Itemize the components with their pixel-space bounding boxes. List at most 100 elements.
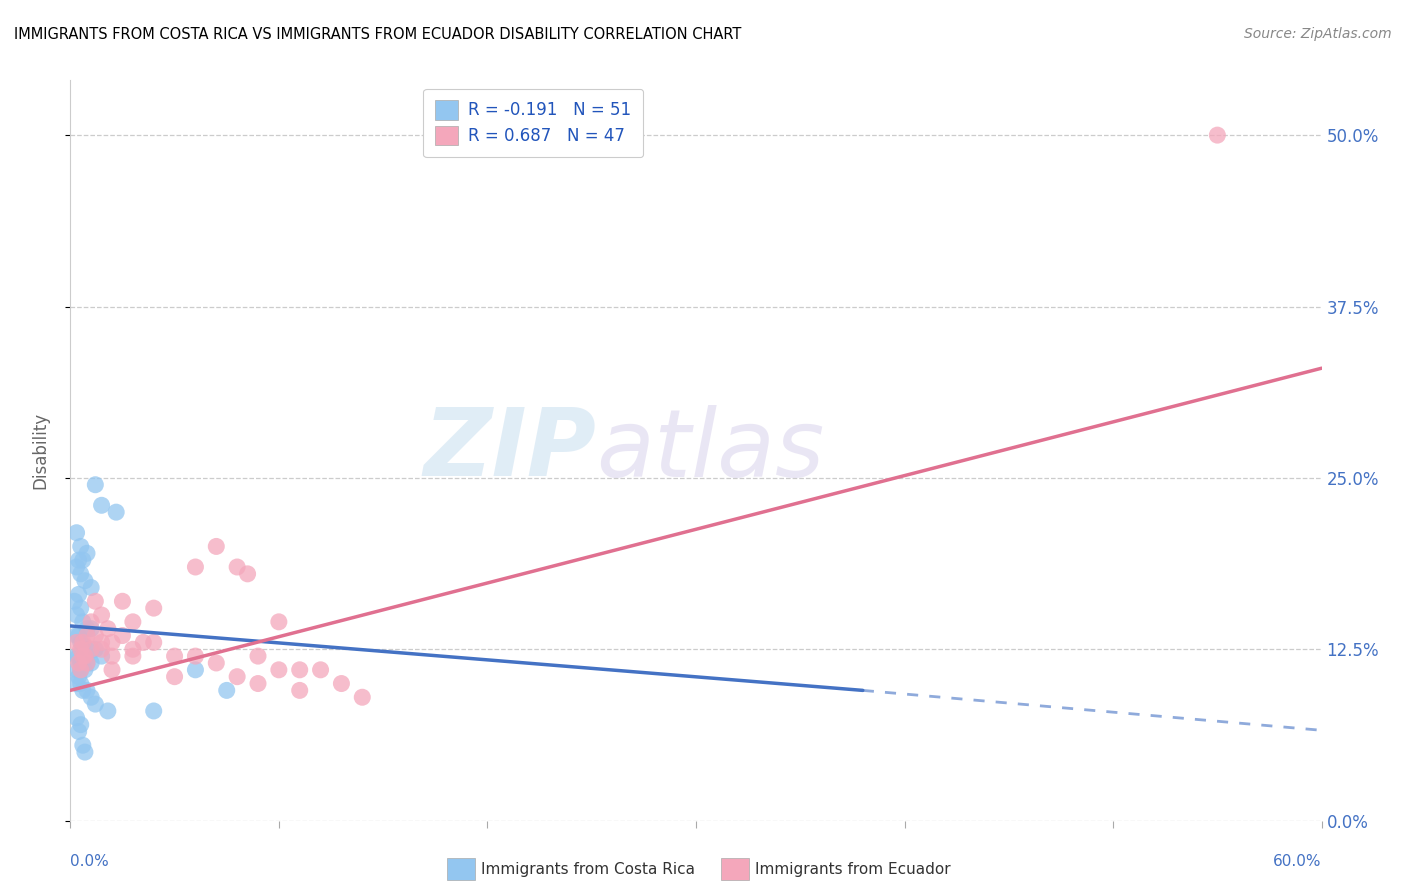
Point [73, 663, 96, 677]
Point [65, 676, 87, 690]
Point [215, 683, 238, 698]
Point [72, 656, 94, 670]
Point [122, 642, 145, 657]
Point [184, 649, 207, 664]
Point [69, 717, 91, 731]
Point [80, 656, 103, 670]
Point [309, 663, 332, 677]
Point [69, 663, 91, 677]
Point [67, 629, 90, 643]
Point [163, 649, 186, 664]
Point [84, 594, 107, 608]
Point [80, 622, 103, 636]
Point [69, 642, 91, 657]
Text: ZIP: ZIP [423, 404, 596, 497]
Point [73, 574, 96, 588]
Point [67, 553, 90, 567]
Point [205, 540, 228, 554]
Point [236, 566, 259, 581]
Point [267, 663, 290, 677]
Point [72, 615, 94, 629]
Text: 0.0%: 0.0% [70, 854, 110, 869]
Point [142, 601, 165, 615]
Text: Source: ZipAtlas.com: Source: ZipAtlas.com [1244, 27, 1392, 41]
Point [90, 607, 112, 622]
Point [80, 615, 103, 629]
Text: Immigrants from Ecuador: Immigrants from Ecuador [755, 863, 950, 877]
Point [132, 635, 155, 649]
Point [142, 704, 165, 718]
Point [76, 656, 98, 670]
Point [76, 642, 98, 657]
Point [122, 649, 145, 664]
Point [65, 607, 87, 622]
Point [84, 642, 107, 657]
Point [247, 649, 270, 664]
Point [1206, 128, 1229, 142]
Point [288, 683, 311, 698]
Point [101, 663, 124, 677]
Point [72, 649, 94, 664]
Text: IMMIGRANTS FROM COSTA RICA VS IMMIGRANTS FROM ECUADOR DISABILITY CORRELATION CHA: IMMIGRANTS FROM COSTA RICA VS IMMIGRANTS… [14, 27, 741, 42]
Point [101, 635, 124, 649]
Point [90, 642, 112, 657]
Y-axis label: Disability: Disability [31, 412, 49, 489]
Point [72, 638, 94, 652]
Legend: R = -0.191   N = 51, R = 0.687   N = 47: R = -0.191 N = 51, R = 0.687 N = 47 [423, 88, 643, 157]
Point [67, 587, 90, 601]
Text: 60.0%: 60.0% [1274, 854, 1322, 869]
Point [76, 656, 98, 670]
Point [65, 629, 87, 643]
Point [65, 649, 87, 664]
Point [67, 656, 90, 670]
Point [73, 649, 96, 664]
Point [69, 656, 91, 670]
Point [97, 704, 120, 718]
Point [90, 635, 112, 649]
Point [72, 635, 94, 649]
Point [65, 560, 87, 574]
Point [352, 690, 374, 705]
Point [226, 560, 249, 574]
Point [63, 594, 86, 608]
Point [69, 566, 91, 581]
Point [69, 635, 91, 649]
Point [111, 629, 134, 643]
Point [73, 745, 96, 759]
Point [84, 477, 107, 491]
Point [288, 663, 311, 677]
Point [226, 670, 249, 684]
Point [80, 581, 103, 595]
Point [142, 635, 165, 649]
Text: Immigrants from Costa Rica: Immigrants from Costa Rica [481, 863, 695, 877]
Point [67, 649, 90, 664]
Point [84, 629, 107, 643]
Point [72, 683, 94, 698]
Point [69, 663, 91, 677]
Text: atlas: atlas [596, 405, 824, 496]
Point [76, 546, 98, 560]
Point [84, 697, 107, 711]
Point [122, 615, 145, 629]
Point [72, 553, 94, 567]
Point [67, 670, 90, 684]
Point [80, 642, 103, 657]
Point [65, 711, 87, 725]
Point [65, 663, 87, 677]
Point [76, 622, 98, 636]
Point [105, 505, 128, 519]
Point [101, 649, 124, 664]
Point [72, 738, 94, 752]
Point [90, 649, 112, 664]
Point [69, 676, 91, 690]
Point [65, 635, 87, 649]
Point [65, 525, 87, 540]
Point [69, 601, 91, 615]
Point [90, 498, 112, 512]
Point [184, 663, 207, 677]
Point [247, 676, 270, 690]
Point [111, 594, 134, 608]
Point [97, 622, 120, 636]
Point [205, 656, 228, 670]
Point [67, 724, 90, 739]
